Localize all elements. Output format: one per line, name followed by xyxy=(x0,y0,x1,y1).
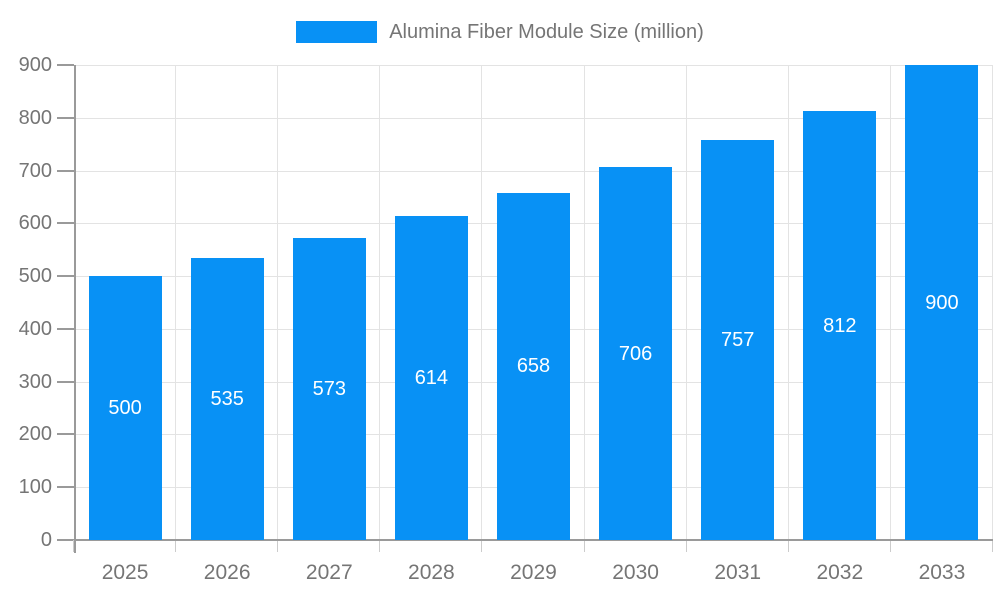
x-axis-tick xyxy=(685,540,687,552)
y-gridline xyxy=(74,65,993,66)
y-axis-label: 400 xyxy=(18,317,52,340)
y-axis-tick xyxy=(57,486,74,489)
x-axis-tick xyxy=(175,540,177,552)
y-axis-label: 900 xyxy=(18,54,52,76)
bar-2027[interactable] xyxy=(292,237,366,540)
plot-area: 0 100 200 300 400 500 600 700 800 900 500 535 573 614… xyxy=(19,54,993,584)
bar-2031[interactable] xyxy=(701,140,775,540)
x-axis-tick xyxy=(992,540,993,552)
bar-value-label: 614 xyxy=(414,366,449,389)
bar-value-label: 500 xyxy=(108,397,142,420)
y-axis-label: 800 xyxy=(18,106,52,129)
y-axis-label: 300 xyxy=(18,370,52,393)
y-axis-tick xyxy=(57,327,74,330)
x-axis-label: 2027 xyxy=(305,561,353,584)
bar-value-label: 812 xyxy=(823,314,857,337)
y-axis-label: 700 xyxy=(18,159,52,182)
y-axis-label: 200 xyxy=(18,423,52,446)
bar-2029[interactable] xyxy=(497,192,570,540)
y-axis-tick xyxy=(57,222,74,225)
y-axis-tick xyxy=(57,169,74,172)
x-gridline xyxy=(787,65,789,540)
x-axis-tick xyxy=(277,540,279,552)
y-gridline xyxy=(74,170,993,172)
x-axis-label: 2031 xyxy=(714,561,762,584)
x-gridline xyxy=(889,65,891,540)
y-axis-label: 0 xyxy=(40,529,52,551)
x-gridline xyxy=(379,65,381,540)
x-axis-tick xyxy=(583,540,585,552)
x-axis-line xyxy=(74,539,993,541)
x-axis-label: 2028 xyxy=(408,561,455,584)
bar-value-label: 706 xyxy=(618,342,653,365)
bar-2026[interactable] xyxy=(190,257,264,540)
bar-value-label: 573 xyxy=(312,377,346,400)
x-gridline xyxy=(481,65,483,540)
y-axis-label: 500 xyxy=(18,265,52,288)
x-axis-label: 2032 xyxy=(816,561,864,584)
y-axis-tick xyxy=(57,433,74,436)
x-axis-label: 2025 xyxy=(101,561,149,584)
y-axis-tick xyxy=(57,64,74,66)
y-axis-line xyxy=(74,65,76,553)
y-axis-tick xyxy=(57,116,74,119)
bar-2033[interactable] xyxy=(905,65,979,540)
x-axis-tick xyxy=(889,540,891,552)
x-axis-label: 2029 xyxy=(510,561,557,584)
bar-2025[interactable] xyxy=(88,276,162,540)
x-gridline xyxy=(175,65,177,540)
x-gridline xyxy=(685,65,687,540)
y-gridline xyxy=(74,117,993,119)
y-axis-tick xyxy=(57,380,74,383)
bar-value-label: 757 xyxy=(721,329,755,352)
legend-swatch-icon xyxy=(296,21,378,43)
x-axis-tick xyxy=(787,540,789,552)
bar-2032[interactable] xyxy=(803,111,877,540)
bar-2030[interactable] xyxy=(599,167,673,540)
bar-value-label: 658 xyxy=(516,355,551,378)
y-axis-tick xyxy=(57,275,74,278)
x-axis-tick xyxy=(379,540,381,552)
x-gridline xyxy=(992,65,993,540)
y-axis-tick xyxy=(57,539,74,541)
chart-legend[interactable]: Alumina Fiber Module Size (million) xyxy=(0,17,1000,47)
x-axis-tick xyxy=(73,540,74,552)
bar-2028[interactable] xyxy=(394,215,468,540)
x-axis-label: 2026 xyxy=(203,561,251,584)
x-axis-tick xyxy=(481,540,483,552)
x-gridline xyxy=(583,65,585,540)
legend-label: Alumina Fiber Module Size (million) xyxy=(389,21,704,43)
x-axis-label: 2030 xyxy=(612,561,659,584)
y-axis-label: 100 xyxy=(18,476,52,499)
bar-value-label: 900 xyxy=(925,291,959,314)
x-axis-label: 2033 xyxy=(918,561,966,584)
bar-value-label: 535 xyxy=(210,387,244,410)
y-axis-label: 600 xyxy=(18,212,52,235)
x-gridline xyxy=(277,65,279,540)
